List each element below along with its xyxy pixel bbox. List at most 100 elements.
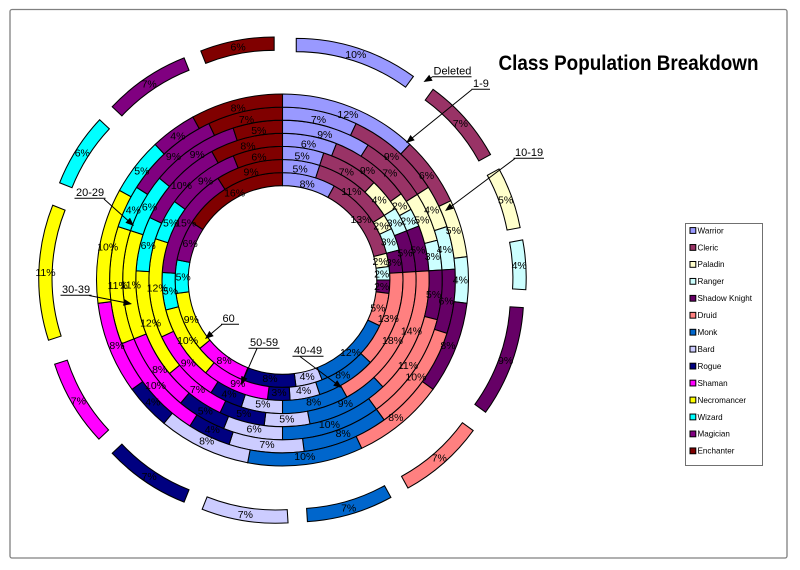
svg-text:5%: 5% xyxy=(163,218,178,230)
svg-text:8%: 8% xyxy=(109,340,124,352)
svg-text:5%: 5% xyxy=(134,166,149,178)
svg-text:2%: 2% xyxy=(374,281,389,293)
svg-text:5%: 5% xyxy=(176,272,191,284)
svg-text:10%: 10% xyxy=(97,241,118,253)
svg-text:5%: 5% xyxy=(279,413,294,425)
svg-text:7%: 7% xyxy=(432,453,447,465)
svg-text:13%: 13% xyxy=(350,214,371,226)
svg-text:9%: 9% xyxy=(166,151,181,163)
svg-text:10%: 10% xyxy=(405,372,426,384)
svg-text:5%: 5% xyxy=(236,408,251,420)
svg-text:4%: 4% xyxy=(300,371,315,383)
svg-text:10-19: 10-19 xyxy=(515,147,543,159)
svg-text:8%: 8% xyxy=(388,412,403,424)
svg-text:Bard: Bard xyxy=(698,345,715,354)
svg-text:11%: 11% xyxy=(398,360,418,372)
svg-text:50-59: 50-59 xyxy=(250,337,278,349)
svg-text:5%: 5% xyxy=(255,399,270,411)
svg-text:12%: 12% xyxy=(337,109,358,121)
svg-text:Magician: Magician xyxy=(698,430,730,439)
svg-text:5%: 5% xyxy=(414,214,429,226)
svg-text:Shadow Knight: Shadow Knight xyxy=(698,294,753,303)
svg-text:Rogue: Rogue xyxy=(698,362,722,371)
svg-text:20-29: 20-29 xyxy=(76,187,104,199)
svg-text:11%: 11% xyxy=(35,267,55,279)
svg-text:3%: 3% xyxy=(387,218,402,230)
svg-text:12%: 12% xyxy=(140,318,161,330)
svg-text:40-49: 40-49 xyxy=(294,345,322,357)
svg-text:Cleric: Cleric xyxy=(698,243,719,252)
svg-text:7%: 7% xyxy=(339,167,354,179)
svg-text:7%: 7% xyxy=(239,114,254,126)
svg-text:9%: 9% xyxy=(184,314,199,326)
svg-text:6%: 6% xyxy=(183,238,198,250)
svg-text:10%: 10% xyxy=(319,419,340,431)
svg-text:5%: 5% xyxy=(198,405,213,417)
svg-text:13%: 13% xyxy=(378,313,399,325)
svg-text:7%: 7% xyxy=(259,439,274,451)
svg-text:Shaman: Shaman xyxy=(698,379,728,388)
svg-text:11%: 11% xyxy=(121,279,141,291)
svg-text:10%: 10% xyxy=(177,335,198,347)
svg-text:8%: 8% xyxy=(240,140,255,152)
svg-text:8%: 8% xyxy=(262,373,277,385)
svg-text:Necromancer: Necromancer xyxy=(698,396,747,405)
svg-text:Monk: Monk xyxy=(698,328,719,337)
svg-text:9%: 9% xyxy=(244,167,259,179)
svg-text:6%: 6% xyxy=(141,240,156,252)
svg-text:4%: 4% xyxy=(296,385,311,397)
svg-text:5%: 5% xyxy=(426,289,441,301)
svg-text:5%: 5% xyxy=(295,151,310,163)
svg-text:Paladin: Paladin xyxy=(698,260,725,269)
svg-text:6%: 6% xyxy=(419,170,434,182)
svg-text:9%: 9% xyxy=(317,129,332,141)
svg-text:3%: 3% xyxy=(386,257,401,269)
svg-text:8%: 8% xyxy=(306,396,321,408)
svg-text:8%: 8% xyxy=(335,370,350,382)
svg-text:4%: 4% xyxy=(170,131,185,143)
svg-text:30-39: 30-39 xyxy=(62,284,90,296)
svg-text:5%: 5% xyxy=(446,225,461,237)
svg-text:7%: 7% xyxy=(311,114,326,126)
svg-text:Deleted: Deleted xyxy=(434,66,472,78)
svg-text:Ranger: Ranger xyxy=(698,277,725,286)
svg-text:18%: 18% xyxy=(382,335,403,347)
svg-text:3%: 3% xyxy=(425,251,440,263)
svg-text:Druid: Druid xyxy=(698,311,717,320)
svg-text:7%: 7% xyxy=(71,395,86,407)
svg-text:8%: 8% xyxy=(440,340,455,352)
svg-text:6%: 6% xyxy=(142,202,157,214)
svg-text:4%: 4% xyxy=(205,424,220,436)
svg-text:4%: 4% xyxy=(221,388,236,400)
svg-text:6%: 6% xyxy=(75,148,90,160)
svg-text:10%: 10% xyxy=(294,451,315,463)
svg-text:8%: 8% xyxy=(152,364,167,376)
svg-text:8%: 8% xyxy=(231,102,246,114)
svg-text:8%: 8% xyxy=(336,428,351,440)
svg-text:7%: 7% xyxy=(142,471,157,483)
svg-text:4%: 4% xyxy=(372,195,387,207)
svg-text:9%: 9% xyxy=(198,176,213,188)
svg-text:5%: 5% xyxy=(251,125,266,137)
svg-text:4%: 4% xyxy=(437,244,452,256)
svg-text:Enchanter: Enchanter xyxy=(698,447,735,456)
svg-text:4%: 4% xyxy=(145,397,160,409)
svg-text:Class Population Breakdown: Class Population Breakdown xyxy=(499,51,759,75)
svg-text:3%: 3% xyxy=(271,387,286,399)
svg-text:5%: 5% xyxy=(370,302,385,314)
svg-text:6%: 6% xyxy=(247,424,262,436)
svg-text:15%: 15% xyxy=(175,217,196,229)
svg-text:3%: 3% xyxy=(381,237,396,249)
svg-text:12%: 12% xyxy=(147,283,168,295)
svg-text:2%: 2% xyxy=(373,221,388,233)
svg-text:9%: 9% xyxy=(498,355,513,367)
svg-text:10%: 10% xyxy=(345,49,366,61)
svg-text:2%: 2% xyxy=(373,256,388,268)
svg-text:11%: 11% xyxy=(108,280,128,292)
svg-text:60: 60 xyxy=(223,313,235,325)
svg-text:4%: 4% xyxy=(126,205,141,217)
svg-text:14%: 14% xyxy=(401,326,422,338)
svg-text:9%: 9% xyxy=(338,398,353,410)
svg-text:9%: 9% xyxy=(190,149,205,161)
svg-text:8%: 8% xyxy=(300,178,315,190)
